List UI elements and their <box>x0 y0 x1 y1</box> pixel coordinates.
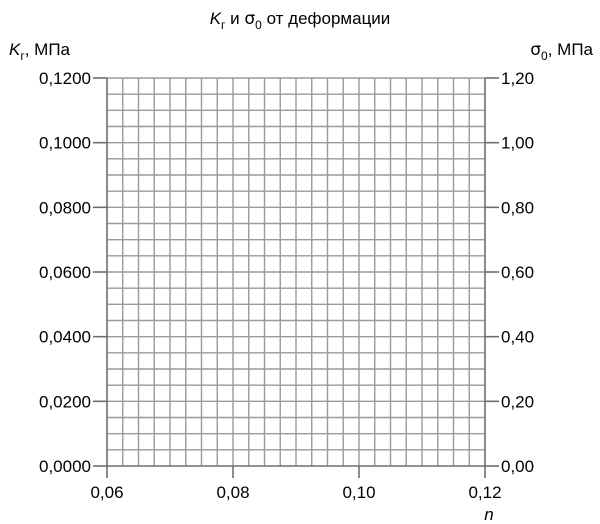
left-axis-label: Kг, МПа <box>9 40 71 63</box>
left-axis-subscript: г <box>20 49 25 63</box>
right-axis-subscript: 0 <box>541 49 548 63</box>
x-tick-label: 0,10 <box>342 483 375 502</box>
x-axis-label: n <box>484 505 493 524</box>
y-left-tick-label: 0,1200 <box>39 69 91 88</box>
x-tick-label: 0,06 <box>90 483 123 502</box>
y-right-tick-label: 0,40 <box>501 328 534 347</box>
y-left-tick-label: 0,0200 <box>39 392 91 411</box>
title-right-symbol: σ <box>244 9 255 29</box>
y-right-tick-label: 1,20 <box>501 69 534 88</box>
y-left-tick-label: 0,1000 <box>39 134 91 153</box>
plot-grid <box>107 77 485 466</box>
right-axis-unit: , МПа <box>548 40 594 59</box>
y-right-tick-label: 0,20 <box>501 392 534 411</box>
y-right-tick-label: 0,00 <box>501 457 534 476</box>
title-middle: и <box>225 9 244 28</box>
right-axis-label: σ0, МПа <box>530 40 593 63</box>
y-left-tick-label: 0,0600 <box>39 263 91 282</box>
title-suffix: от деформации <box>262 9 390 28</box>
right-axis-symbol: σ <box>530 40 541 60</box>
title-right-subscript: 0 <box>255 18 262 32</box>
y-right-tick-label: 0,60 <box>501 263 534 282</box>
left-axis-symbol: K <box>9 40 21 59</box>
y-left-tick-label: 0,0800 <box>39 198 91 217</box>
y-left-tick-label: 0,0000 <box>39 457 91 476</box>
plot-axes <box>93 77 499 478</box>
x-tick-label: 0,12 <box>468 483 501 502</box>
chart-title: Kг и σ0 от деформации <box>210 9 391 32</box>
y-right-tick-label: 1,00 <box>501 134 534 153</box>
left-axis-unit: , МПа <box>25 40 71 59</box>
tick-labels: 0,0000 0,0200 0,0400 0,0600 0,0800 0,1000 0,12… <box>39 69 534 502</box>
x-tick-label: 0,08 <box>216 483 249 502</box>
title-left-subscript: г <box>221 18 226 32</box>
title-left-symbol: K <box>210 9 222 28</box>
y-right-tick-label: 0,80 <box>501 198 534 217</box>
y-left-tick-label: 0,0400 <box>39 328 91 347</box>
